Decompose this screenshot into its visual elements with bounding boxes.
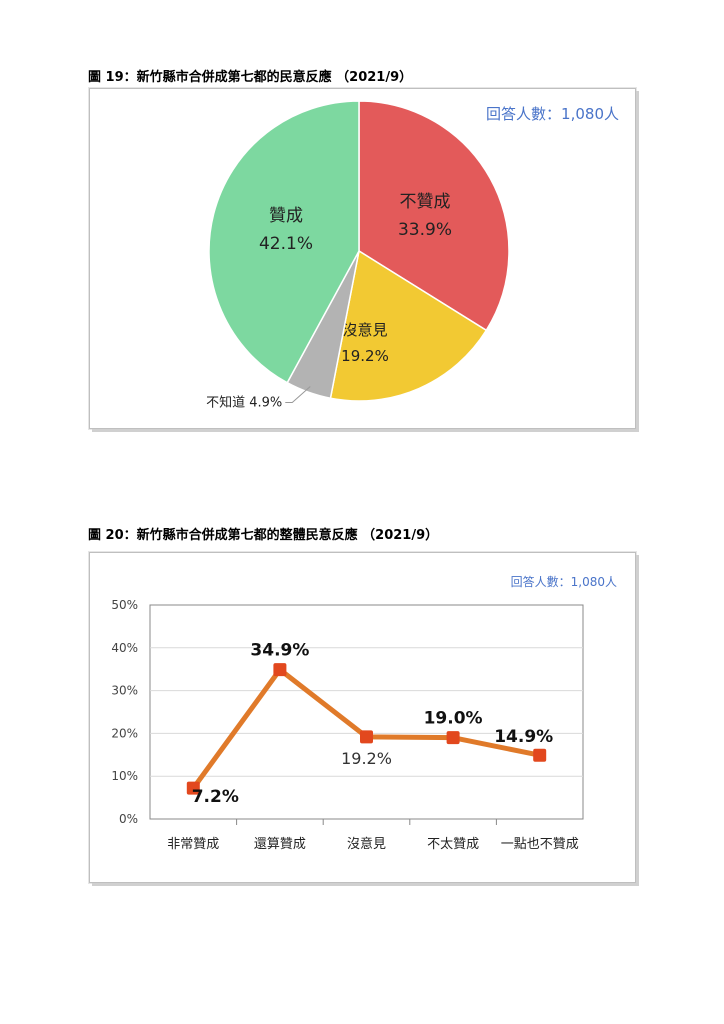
line-respondents-label: 回答人數：1,080人 (510, 575, 617, 589)
plot-area (149, 604, 584, 820)
x-tick-label: 非常贊成 (167, 837, 219, 852)
y-tick-label: 40% (111, 641, 138, 655)
pie-respondents-label: 回答人數：1,080人 (486, 105, 619, 123)
data-label: 34.9% (250, 641, 309, 661)
pie-slice-label: 沒意見 (342, 321, 387, 339)
line-chart: 0% 10% 20% 30% 40% 50% 非常贊成 還算贊成 沒意見 不太贊成 一點也不贊成 7.… (111, 598, 584, 852)
pie-slice-value: 19.2% (341, 347, 389, 365)
pie-slice (329, 249, 488, 402)
pie-chart: 不贊成 33.9% 沒意見 19.2% 不知道 4.9% 贊成 42.1% (206, 100, 510, 411)
x-tick-label: 一點也不贊成 (501, 837, 579, 852)
pie-slice-value: 33.9% (398, 220, 452, 240)
data-label: 14.9% (494, 727, 553, 747)
pie-chart-frame: 回答人數：1,080人 不贊成 33.9% 沒意見 19.2% 不知道 4.9% 贊成 42… (89, 88, 636, 429)
pie-slice-label: 贊成 (269, 206, 303, 226)
pie-slice (358, 100, 510, 332)
data-point-marker (446, 731, 460, 745)
pie-callout-label: 不知道 4.9% (206, 395, 282, 411)
y-tick-label: 20% (111, 726, 138, 740)
data-point-marker (533, 748, 547, 762)
y-tick-label: 50% (111, 598, 138, 612)
y-tick-label: 10% (111, 769, 138, 783)
data-point-marker (360, 730, 373, 744)
pie-slice-label: 不贊成 (400, 192, 451, 212)
data-label: 7.2% (192, 787, 239, 807)
pie-slice (208, 100, 360, 384)
figure-19-title: 圖 19：新竹縣市合併成第七都的民意反應 （2021/9） (88, 70, 413, 85)
data-point-marker (186, 781, 200, 795)
line-chart-frame: 回答人數：1,080人 0% 10% 20% 30% 40% 50% 非常贊成 還算贊成 沒意見… (89, 552, 636, 883)
x-tick-label: 還算贊成 (254, 837, 306, 852)
series-line (191, 667, 541, 790)
x-tick-label: 不太贊成 (427, 837, 479, 852)
y-tick-label: 30% (111, 684, 138, 698)
y-tick-label: 0% (119, 812, 138, 826)
pie-callout-line (285, 386, 311, 404)
pie-slice-value: 42.1% (259, 234, 313, 254)
x-tick-label: 沒意見 (347, 836, 386, 852)
data-label: 19.2% (341, 749, 392, 768)
figure-20-title: 圖 20：新竹縣市合併成第七都的整體民意反應 （2021/9） (88, 528, 439, 543)
data-point-marker (273, 663, 287, 677)
data-label: 19.0% (424, 709, 483, 729)
